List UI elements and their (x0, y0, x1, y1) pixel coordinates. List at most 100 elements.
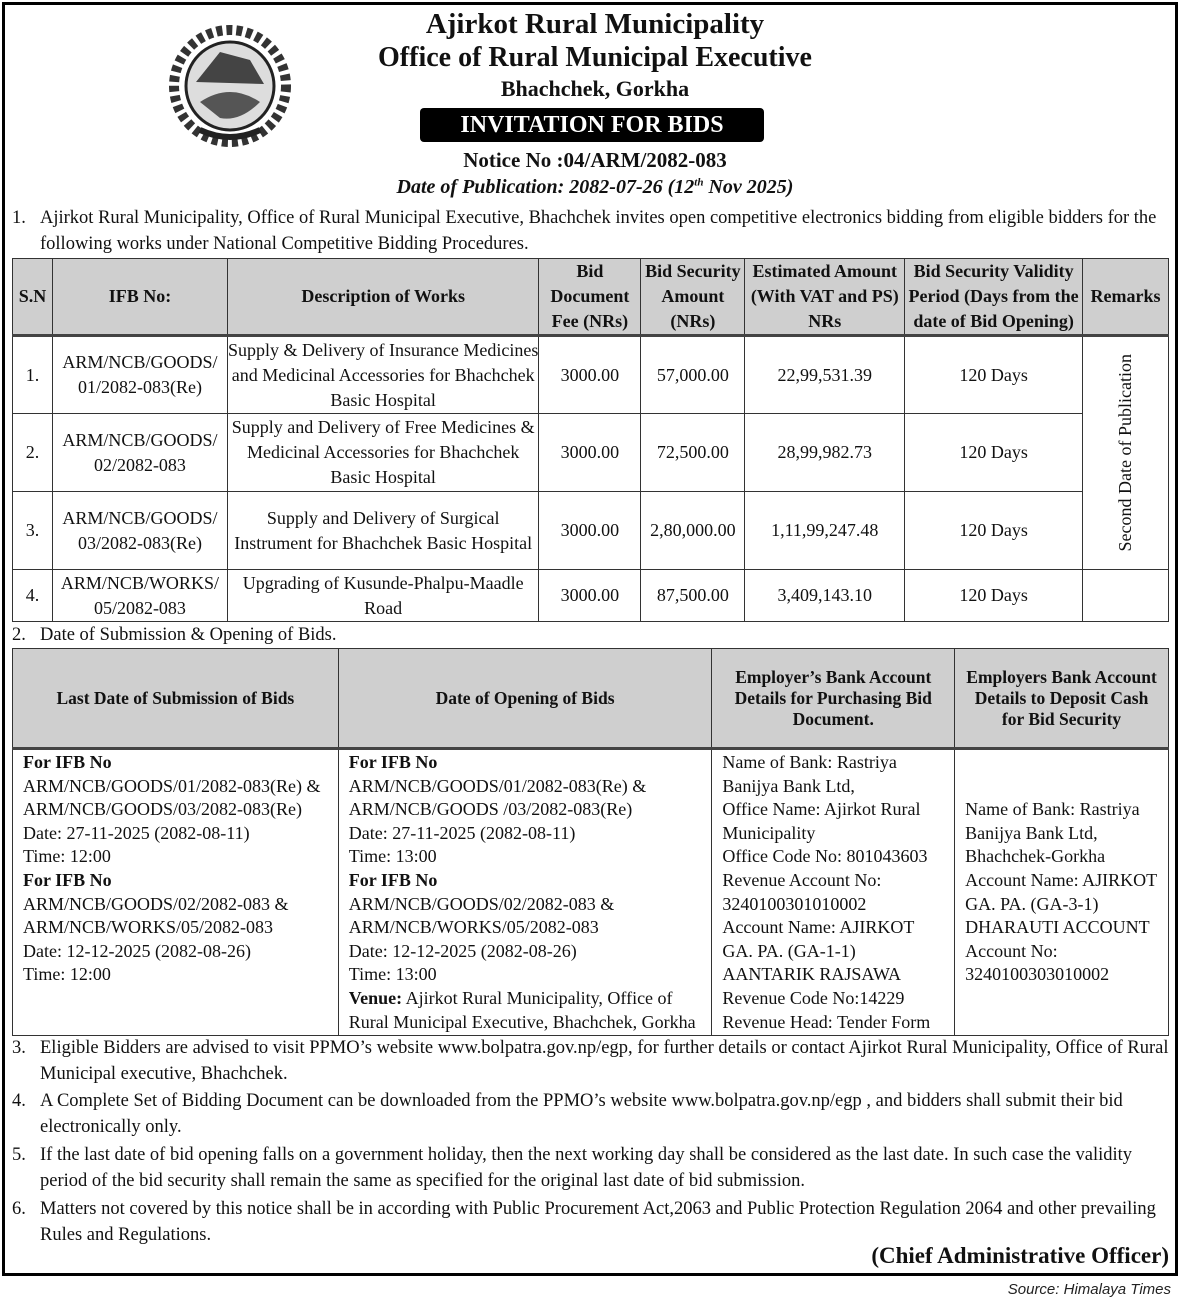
bolpatra-link[interactable]: www.bolpatra.gov.np/egp (671, 1091, 862, 1111)
column-header: Bid Document Fee (NRs) (538, 258, 642, 337)
location: Bhachchek, Gorkha (500, 76, 690, 101)
text: ARM/NCB/WORKS/05/2082-083 (348, 917, 599, 938)
bank-security-details: Name of Bank: Rastriya Banijya Bank Ltd, B… (954, 747, 1169, 1037)
notice-frame (2, 2, 1178, 1276)
cell-estimate: 3,409,143.10 (744, 569, 906, 622)
text: Rural Municipal Executive, Bhachchek, Go… (348, 1011, 696, 1032)
line: Time: 13:00 (349, 845, 702, 869)
cell-security: 87,500.00 (640, 569, 746, 622)
line: Banijya Bank Ltd, (965, 822, 1098, 843)
line: Account Name: AJIRKOT (965, 869, 1158, 890)
cell-sn: 3. (12, 491, 53, 570)
text: Date: 27-11-2025 (2082-08-11) (348, 822, 576, 843)
column-header: Last Date of Submission of Bids (12, 648, 339, 750)
paragraph-2: 2. Date of Submission & Opening of Bids. (12, 625, 337, 645)
line: Revenue Code No:14229 (722, 987, 905, 1008)
line: Venue: Ajirkot Rural Municipality, Offic… (349, 987, 702, 1011)
publication-date: Date of Publication: 2082-07-26 (12th No… (396, 176, 794, 198)
cell-ifb: ARM/NCB/GOODS/ 01/2082-083(Re) (51, 335, 228, 414)
submission-details: For IFB No ARM/NCB/GOODS/01/2082-083(Re) … (12, 747, 339, 1037)
line: DHARAUTI ACCOUNT (965, 917, 1150, 938)
cell-sn: 2. (12, 413, 53, 492)
line: ARM/NCB/GOODS/02/2082-083 & (349, 893, 702, 917)
cell-validity: 120 Days (904, 491, 1083, 570)
cell-security: 2,80,000.00 (640, 491, 746, 570)
column-header: IFB No: (51, 258, 228, 337)
cell-security: 72,500.00 (640, 413, 746, 492)
line: Account No: (965, 940, 1058, 961)
text: Date: 27-11-2025 (2082-08-11) (23, 822, 250, 843)
schedule-table: Last Date of Submission of Bids Date of O… (12, 648, 1169, 1037)
line: Office Code No: 801043603 (722, 846, 928, 867)
line: Revenue Head: Tender Form (722, 1011, 931, 1032)
line: Time: 12:00 (23, 845, 328, 869)
remarks-text: Second Date of Publication (1115, 354, 1136, 552)
cell-ifb: ARM/NCB/GOODS/ 03/2082-083(Re) (51, 491, 228, 570)
label: For IFB No (23, 869, 112, 890)
office-name: Office of Rural Municipal Executive (378, 42, 812, 73)
text: ARM/NCB/GOODS/02/2082-083 & (348, 893, 615, 914)
cell-validity: 120 Days (904, 413, 1083, 492)
line: Time: 12:00 (23, 963, 328, 987)
line: AANTARIK RAJSAWA (722, 964, 901, 985)
cell-estimate: 28,99,982.73 (744, 413, 906, 492)
line: Time: 13:00 (349, 963, 702, 987)
line: Name of Bank: Rastriya (965, 799, 1140, 820)
text: Time: 13:00 (348, 846, 437, 867)
paragraph-5: 5. If the last date of bid opening falls … (12, 1145, 1133, 1191)
line: For IFB No (23, 869, 328, 893)
paragraph-4: 4. A Complete Set of Bidding Document can… (12, 1091, 1123, 1137)
label: Venue: (348, 987, 403, 1008)
column-header: Remarks (1081, 258, 1170, 337)
text: Time: 12:00 (23, 846, 111, 867)
line: For IFB No (349, 751, 702, 775)
signature: (Chief Administrative Officer) (871, 1243, 1169, 1268)
cell-fee: 3000.00 (538, 413, 642, 492)
cell-fee: 3000.00 (538, 491, 642, 570)
text: Ajirkot Rural Municipality, Office of (402, 987, 673, 1008)
line: ARM/NCB/GOODS /03/2082-083(Re) (349, 798, 702, 822)
column-header: Bid Security Validity Period (Days from … (904, 258, 1083, 337)
line: Name of Bank: Rastriya (722, 752, 897, 772)
column-header: Description of Works (226, 258, 540, 337)
org-name: Ajirkot Rural Municipality (425, 8, 765, 40)
opening-details: For IFB No ARM/NCB/GOODS/01/2082-083(Re) … (337, 747, 713, 1037)
line: Rural Municipal Executive, Bhachchek, Go… (349, 1011, 702, 1035)
cell-estimate: 22,99,531.39 (744, 335, 906, 414)
notice-number: Notice No :04/ARM/2082-083 (463, 148, 727, 172)
cell-desc: Supply and Delivery of Surgical Instrume… (226, 491, 540, 570)
line: Account Name: AJIRKOT (722, 917, 915, 938)
line: ARM/NCB/GOODS/01/2082-083(Re) & (349, 775, 702, 799)
text: Date: 12-12-2025 (2082-08-26) (23, 940, 251, 961)
cell-desc: Supply and Delivery of Free Medicines & … (226, 413, 540, 492)
line: ARM/NCB/WORKS/05/2082-083 (349, 916, 702, 940)
paragraph-6: 6. Matters not covered by this notice sha… (12, 1199, 1156, 1245)
source-credit: Source: Himalaya Times (1007, 1281, 1171, 1298)
cell-fee: 3000.00 (538, 569, 642, 622)
cell-sn: 4. (12, 569, 53, 622)
government-emblem-icon (169, 25, 291, 147)
bolpatra-link[interactable]: www.bolpatra.gov.np/egp (437, 1038, 628, 1058)
line: For IFB No (349, 869, 702, 893)
works-table: S.N IFB No: Description of Works Bid Docume… (12, 258, 1170, 622)
cell-validity: 120 Days (904, 569, 1083, 622)
line: GA. PA. (GA-1-1) (722, 940, 856, 961)
line: Banijya Bank Ltd, (722, 775, 855, 796)
line: Date: 27-11-2025 (2082-08-11) (349, 822, 702, 846)
line: Date: 12-12-2025 (2082-08-26) (23, 940, 328, 964)
cell-desc: Supply & Delivery of Insurance Medicines… (226, 335, 540, 414)
line: Date: 12-12-2025 (2082-08-26) (349, 940, 702, 964)
line: Municipality (722, 822, 816, 843)
column-header: S.N (12, 258, 53, 337)
text: ARM/NCB/GOODS/02/2082-083 & (23, 893, 289, 914)
column-header: Estimated Amount (With VAT and PS) NRs (744, 258, 906, 337)
cell-desc: Upgrading of Kusunde-Phalpu-Maadle Road (226, 569, 540, 622)
text: ARM/NCB/GOODS /03/2082-083(Re) (348, 799, 633, 820)
cell-estimate: 1,11,99,247.48 (744, 491, 906, 570)
cell-fee: 3000.00 (538, 335, 642, 414)
text: Time: 13:00 (348, 964, 437, 985)
column-header: Date of Opening of Bids (337, 648, 713, 750)
bank-purchase-details: Name of Bank: Rastriya Banijya Bank Ltd, O… (711, 747, 956, 1037)
table-row: 1. ARM/NCB/GOODS/ 01/2082-083(Re) Supply &… (12, 335, 1170, 570)
remarks-cell: Second Date of Publication (1081, 335, 1170, 570)
